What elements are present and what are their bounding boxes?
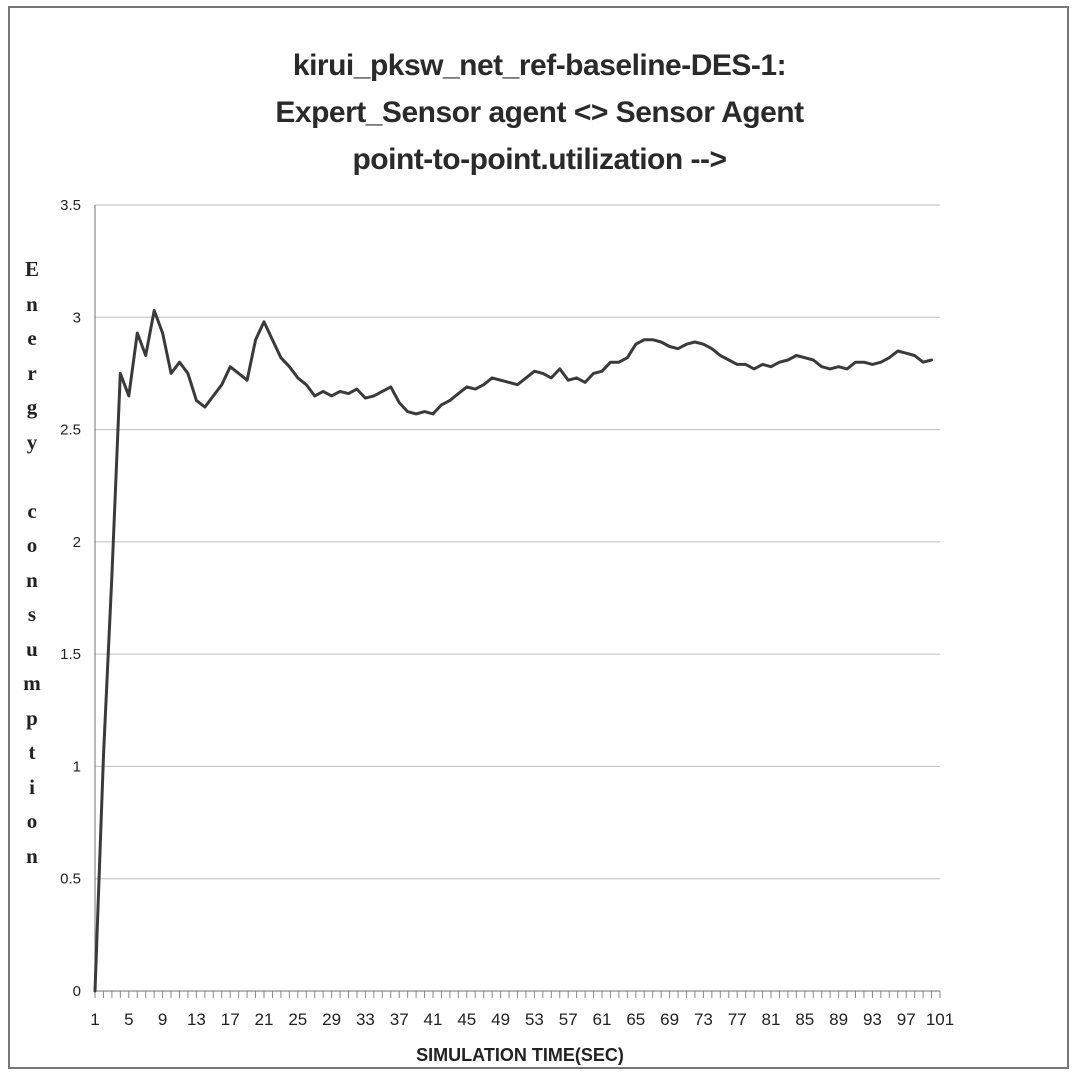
y-axis-label-letter: u [26,636,38,661]
y-tick-label: 1.5 [60,646,81,663]
x-tick-label: 53 [525,1010,544,1029]
y-axis-label-letter: y [26,429,38,454]
axes [94,205,941,998]
y-axis-label-letter: e [27,326,37,350]
x-tick-label: 65 [626,1010,645,1029]
x-tick-label: 77 [728,1010,747,1029]
chart-title-line-3: point-to-point.utilization --> [352,143,727,176]
y-axis-label-letter: o [26,809,38,833]
y-axis-label-letter: t [28,740,36,764]
y-tick-labels: 0 0.5 1 1.5 2 2.5 3 3.5 [60,197,81,1000]
y-tick-label: 0 [73,983,81,1000]
x-tick-label: 1 [90,1010,99,1029]
x-tick-label: 57 [559,1010,578,1029]
x-tick-label: 49 [491,1010,510,1029]
x-tick-labels: 1 5 9 13 17 21 25 29 33 37 41 45 49 53 57 61 65 69 73 77 81 8… [90,1010,954,1029]
x-tick-label: 85 [795,1010,814,1029]
x-tick-label: 41 [424,1010,443,1029]
x-axis-label: SIMULATION TIME(SEC) [416,1045,624,1065]
x-tick-label: 9 [158,1010,167,1029]
y-axis-label-letter: o [26,533,38,557]
x-tick-label: 69 [660,1010,679,1029]
y-axis-label-letter: n [26,291,38,316]
y-axis-label-letter: g [26,395,38,419]
chart-title: kirui_pksw_net_ref-baseline-DES-1: Exper… [0,42,1079,183]
x-tick-label: 81 [762,1010,781,1029]
x-tick-label: 5 [124,1010,133,1029]
x-tick-label: 61 [593,1010,612,1029]
y-tick-label: 2.5 [60,422,81,439]
x-tick-label: 29 [322,1010,341,1029]
x-tick-label: 37 [390,1010,409,1029]
y-tick-label: 1 [73,758,81,775]
x-tick-label: 33 [356,1010,375,1029]
chart-title-line-2: Expert_Sensor agent <> Sensor Agent [275,96,804,129]
y-tick-label: 3 [73,309,81,326]
y-tick-label: 2 [73,534,81,551]
x-tick-label: 93 [863,1010,882,1029]
y-axis-label-letter: m [23,671,41,695]
y-axis-label-letter: s [27,602,37,626]
y-axis-label-letter: E [24,257,39,281]
y-axis-label-letter: n [26,567,38,592]
x-tick-label: 13 [187,1010,206,1029]
y-axis-label-letter: n [26,843,38,868]
x-tick-label: 73 [694,1010,713,1029]
series-line [93,309,933,993]
x-tick-label: 17 [221,1010,240,1029]
y-axis-label-letter: r [27,360,37,385]
x-tick-label: 89 [829,1010,848,1029]
x-tick-label: 101 [926,1010,954,1029]
x-tick-label: 97 [897,1010,916,1029]
x-tick-label: 21 [255,1010,274,1029]
chart-frame [8,6,1069,1069]
y-axis-label-letter: i [29,774,35,799]
x-tick-label: 45 [457,1010,476,1029]
gridlines [95,204,940,880]
y-axis-label-letter: p [26,705,38,730]
series-group [93,309,933,993]
y-axis-label-letter: c [27,498,37,523]
x-tick-label: 25 [288,1010,307,1029]
chart-title-line-1: kirui_pksw_net_ref-baseline-DES-1: [292,49,787,82]
y-tick-label: 3.5 [60,197,81,214]
y-tick-label: 0.5 [60,871,81,888]
